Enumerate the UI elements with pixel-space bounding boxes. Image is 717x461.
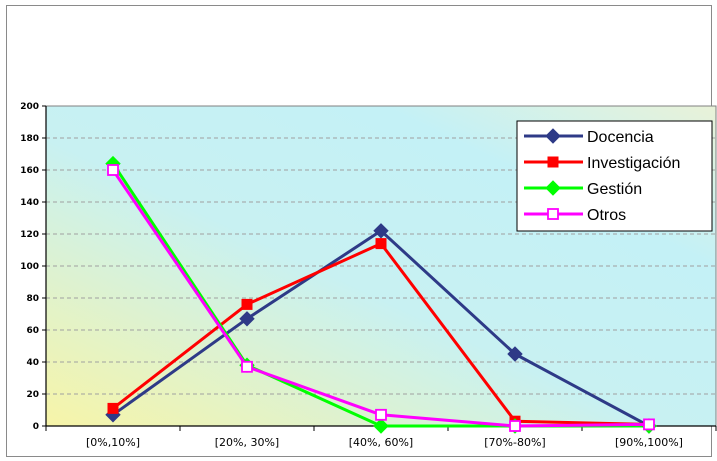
data-point	[241, 360, 253, 373]
y-tick-label: 140	[20, 198, 39, 208]
legend-swatch-marker	[547, 208, 559, 220]
x-tick-label: [70%-80%]	[484, 436, 545, 449]
y-tick-label: 160	[20, 166, 39, 176]
y-tick-label: 60	[26, 326, 39, 336]
data-point	[239, 311, 255, 327]
data-point	[107, 164, 119, 176]
legend: Docencia Investigación Gestión Otros	[516, 120, 713, 232]
x-tick-label: [20%, 30%]	[215, 436, 279, 449]
axes: 0 20 40 60 80 100 120 140 160 180 200 [0%,10%] [20%,…	[20, 102, 717, 449]
data-point	[373, 418, 389, 434]
series-group	[105, 155, 657, 434]
y-tick-label: 180	[20, 134, 39, 144]
legend-swatch-marker	[545, 180, 561, 196]
data-point	[107, 402, 119, 414]
y-tick-label: 100	[20, 262, 39, 272]
legend-swatch-marker	[545, 128, 561, 144]
series-3	[107, 164, 655, 432]
legend-item: Investigación	[524, 155, 680, 172]
data-point	[373, 223, 389, 239]
data-point	[241, 298, 253, 310]
y-tick-label: 40	[26, 358, 39, 368]
y-tick-label: 0	[33, 422, 39, 432]
legend-item: Otros	[524, 207, 626, 224]
data-point	[507, 346, 523, 362]
y-tick-label: 200	[20, 102, 39, 112]
legend-label: Otros	[587, 207, 626, 224]
data-point	[643, 418, 655, 431]
legend-label: Investigación	[587, 155, 680, 172]
legend-item: Gestión	[524, 180, 642, 198]
x-tick-label: [40%, 60%]	[349, 436, 413, 449]
y-tick-label: 80	[26, 294, 39, 304]
y-tick-label: 120	[20, 230, 39, 240]
legend-item: Docencia	[524, 128, 654, 146]
legend-label: Docencia	[587, 129, 654, 146]
x-tick-label: [90%,100%]	[615, 436, 683, 449]
legend-swatch-marker	[547, 156, 559, 168]
data-point	[375, 238, 387, 250]
x-tick-label: [0%,10%]	[86, 436, 140, 449]
data-point	[509, 420, 521, 432]
legend-label: Gestión	[587, 181, 642, 198]
data-point	[375, 408, 387, 421]
y-tick-label: 20	[26, 390, 39, 400]
